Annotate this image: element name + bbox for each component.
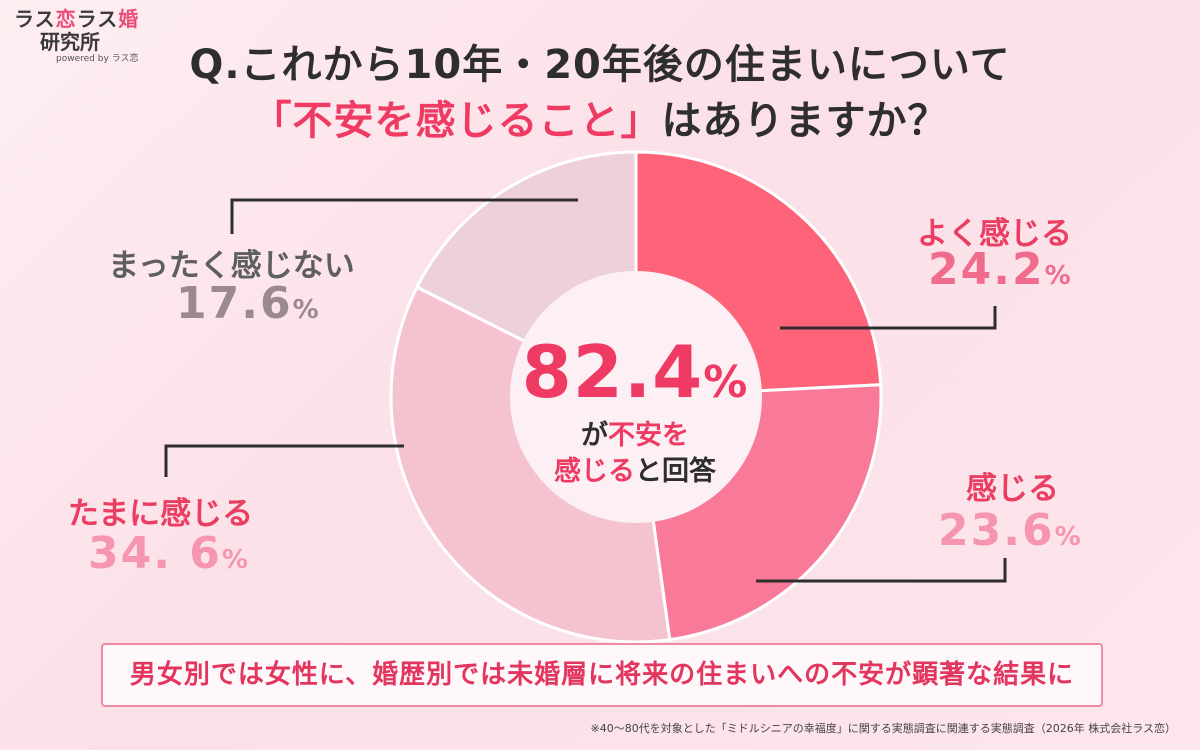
label-category-1: 感じる	[966, 471, 1059, 507]
donut-hole	[510, 271, 762, 523]
summary-box: 男女別では女性に、婚歴別では未婚層に将来の住まいへの不安が顕著な結果に	[101, 643, 1103, 707]
label-percent-1: 23.6%	[938, 505, 1083, 556]
logo-part-3: ラス	[76, 7, 119, 31]
label-percent-3: 17.6%	[176, 278, 321, 329]
label-unit-1: %	[1054, 522, 1083, 552]
question-rest: はありますか？	[661, 98, 949, 144]
logo-title: ラス恋ラス婚	[14, 8, 164, 30]
center-caption-line2: 感じると回答	[510, 454, 760, 490]
center-number: 82.4	[521, 330, 704, 414]
center-percentage: 82.4%	[510, 330, 760, 414]
label-value-1: 23.6	[938, 505, 1055, 556]
leader-line-mattaku	[230, 198, 578, 234]
leader-line-kanjiru	[756, 558, 1007, 583]
question-highlight: 「不安を感じること」	[251, 98, 662, 144]
logo-part-2: 恋	[55, 7, 77, 31]
footnote: ※40〜80代を対象とした「ミドルシニアの幸福度」に関する実態調査に関連する実態…	[590, 722, 1176, 735]
question-title-line1: Q.これから10年・20年後の住まいについて	[189, 42, 1011, 88]
center-caption-highlight1: 不安を	[608, 420, 689, 451]
logo-powered-by: powered by ラス恋	[56, 54, 139, 64]
logo-part-4: 婚	[118, 7, 140, 31]
logo: ラス恋ラス婚 研究所 powered by ラス恋	[14, 8, 164, 64]
label-category-0: よく感じる	[917, 216, 1072, 252]
label-category-2: たまに感じる	[68, 496, 254, 532]
center-caption-line1: が不安を	[510, 418, 760, 454]
label-unit-3: %	[292, 295, 321, 325]
label-category-3: まったく感じない	[108, 248, 355, 284]
leader-line-tamani	[164, 444, 404, 477]
center-caption-highlight2: 感じる	[554, 456, 635, 487]
center-caption: が不安を 感じると回答	[510, 418, 760, 490]
leader-line-yoku	[780, 306, 997, 330]
center-unit: %	[703, 357, 749, 408]
label-value-2: 34. 6	[88, 528, 222, 579]
label-value-3: 17.6	[176, 278, 293, 329]
center-caption-rest: と回答	[635, 456, 716, 487]
center-caption-pre: が	[581, 420, 608, 451]
label-unit-2: %	[221, 545, 250, 575]
logo-subtitle: 研究所	[40, 30, 100, 54]
question-title-line2: 「不安を感じること」はありますか？	[0, 88, 1200, 146]
label-unit-0: %	[1044, 261, 1073, 291]
label-value-0: 24.2	[928, 244, 1045, 295]
logo-part-1: ラス	[14, 7, 56, 31]
label-percent-2: 34. 6%	[88, 528, 250, 579]
label-percent-0: 24.2%	[928, 244, 1073, 295]
